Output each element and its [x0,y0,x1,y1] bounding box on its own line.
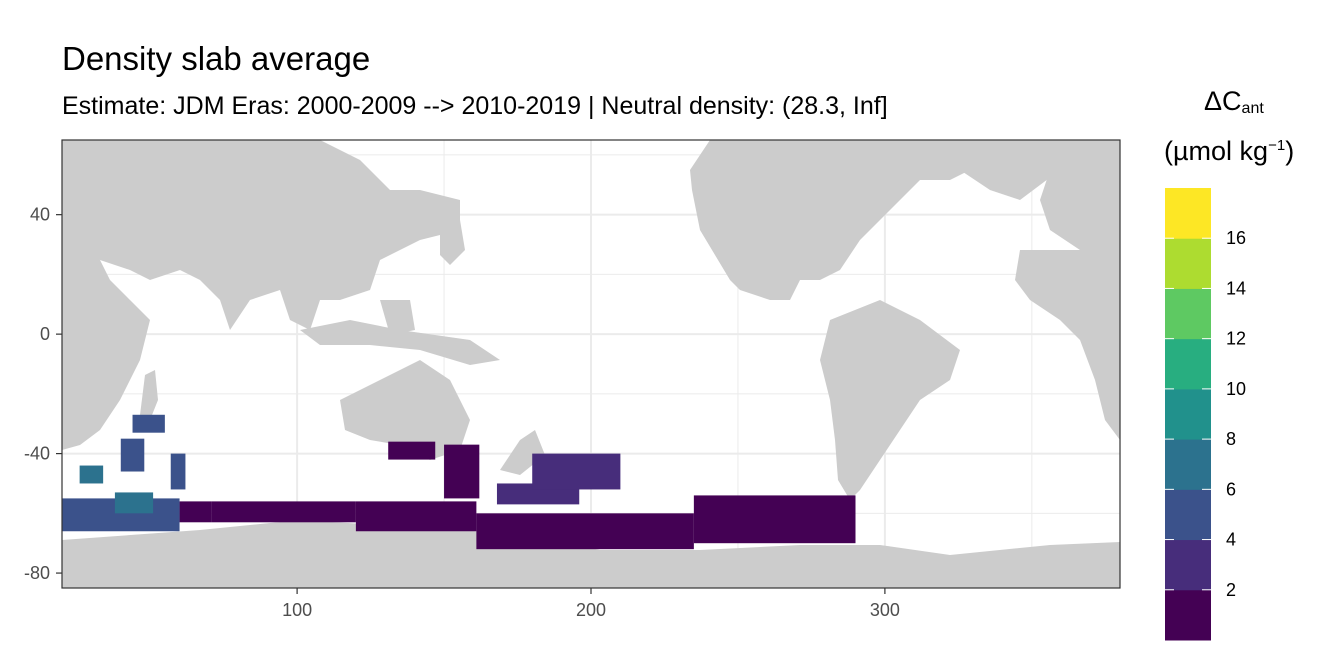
x-tick-label: 200 [576,600,606,620]
chart-title: Density slab average [62,40,371,77]
value-cell [114,492,154,514]
value-cell [179,501,212,523]
legend-label: 12 [1226,329,1246,349]
legend-swatch [1165,288,1211,340]
legend-swatch [1165,539,1211,591]
y-tick-label: 0 [40,324,50,344]
legend-label: 16 [1226,228,1246,248]
value-cell [132,414,165,433]
legend-swatch [1165,338,1211,390]
value-cell [120,438,145,472]
legend-swatch [1165,489,1211,541]
legend-swatch [1165,388,1211,440]
x-tick-label: 300 [870,600,900,620]
value-cell [355,501,477,532]
value-cell [211,501,356,523]
legend-label: 14 [1226,278,1246,298]
legend-label: 8 [1226,429,1236,449]
value-cell [170,453,186,490]
legend-title-unit: (µmol kg−1) [1164,136,1295,166]
y-tick-label: 40 [30,205,50,225]
legend: 2 4 6 8 10 12 14 16 [1165,188,1246,641]
value-cell [388,441,436,460]
legend-label: 10 [1226,379,1246,399]
value-cells [62,414,856,550]
legend-label: 2 [1226,580,1236,600]
value-cell [476,513,694,550]
value-cell [532,453,621,490]
legend-title-delta: ΔCant [1204,86,1264,117]
legend-swatch [1165,188,1211,239]
legend-label: 6 [1226,479,1236,499]
legend-swatch [1165,238,1211,289]
y-tick-label: -80 [24,563,50,583]
y-tick-label: -40 [24,444,50,464]
legend-label: 4 [1226,530,1236,550]
legend-swatch [1165,439,1211,490]
value-cell [693,495,856,544]
chart-subtitle: Estimate: JDM Eras: 2000-2009 --> 2010-2… [62,92,888,120]
x-tick-label: 100 [282,600,312,620]
legend-swatch [1165,589,1211,641]
value-cell [79,465,104,484]
value-cell [444,444,480,499]
